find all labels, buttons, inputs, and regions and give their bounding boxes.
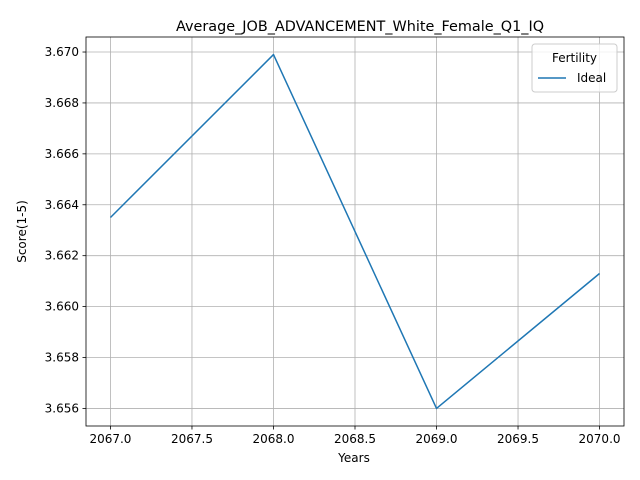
y-tick-label: 3.666 <box>45 147 79 161</box>
x-tick-label: 2067.5 <box>171 432 213 446</box>
y-axis-label: Score(1-5) <box>15 200 29 263</box>
legend-box <box>531 43 618 93</box>
y-tick-label: 3.668 <box>45 96 79 110</box>
x-tick-label: 2069.0 <box>416 432 458 446</box>
x-axis-ticks: 2067.0 2067.5 2068.0 2068.5 2069.0 2069.5 2070… <box>89 426 621 446</box>
y-axis-ticks: 3.656 3.658 3.660 3.662 3.664 3.666 3.668 3.670 <box>45 45 86 415</box>
y-tick-label: 3.662 <box>45 249 79 263</box>
x-tick-label: 2068.0 <box>252 432 294 446</box>
x-tick-label: 2067.0 <box>89 432 131 446</box>
x-tick-label: 2068.5 <box>334 432 376 446</box>
x-tick-label: 2070.0 <box>579 432 621 446</box>
chart-title: Average_JOB_ADVANCEMENT_White_Female_Q1_… <box>176 19 544 35</box>
x-tick-label: 2069.5 <box>497 432 539 446</box>
y-tick-label: 3.656 <box>45 401 79 415</box>
y-tick-label: 3.658 <box>45 351 79 365</box>
y-tick-label: 3.660 <box>45 300 79 314</box>
series-layer <box>109 53 601 410</box>
legend: Fertility Ideal <box>531 43 618 93</box>
series-line-ideal <box>109 53 601 410</box>
grid-lines <box>86 37 624 426</box>
legend-label-ideal: Ideal <box>577 71 606 85</box>
y-tick-label: 3.664 <box>45 198 79 212</box>
x-axis-label: Years <box>337 451 370 465</box>
y-tick-label: 3.670 <box>45 45 79 59</box>
legend-title: Fertility <box>552 51 597 65</box>
